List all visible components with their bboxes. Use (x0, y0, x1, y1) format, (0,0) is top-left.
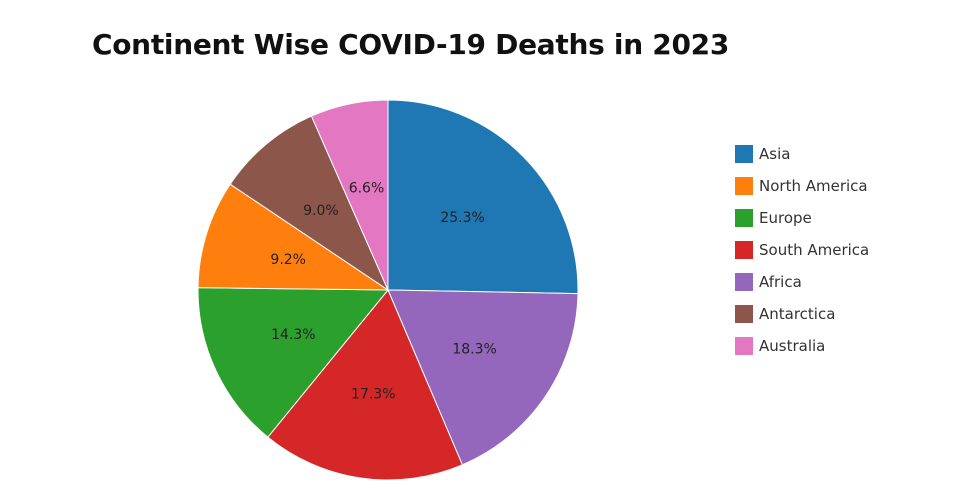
legend-swatch (735, 209, 753, 227)
pie-slice-africa[interactable] (387, 289, 579, 466)
pie-slice-labels: 25.3% 18.3% 17.3% 14.3% 9.2% 9.0% 6.6% (270, 181, 496, 403)
legend-item-asia[interactable]: Asia (735, 138, 869, 170)
legend-swatch (735, 337, 753, 355)
pie-slice-north-america[interactable] (197, 183, 390, 291)
slice-label-europe: 14.3% (271, 327, 315, 343)
legend-label: Asia (759, 145, 791, 163)
legend-item-africa[interactable]: Africa (735, 266, 869, 298)
legend-item-europe[interactable]: Europe (735, 202, 869, 234)
legend-item-australia[interactable]: Australia (735, 330, 869, 362)
chart-title: Continent Wise COVID-19 Deaths in 2023 (92, 28, 730, 61)
slice-label-antarctica: 9.0% (303, 203, 339, 219)
legend-label: Australia (759, 337, 826, 355)
slice-label-north-america: 9.2% (270, 252, 306, 268)
pie-slice-europe[interactable] (197, 287, 390, 438)
slice-label-australia: 6.6% (349, 181, 385, 197)
slice-label-asia: 25.3% (440, 210, 484, 226)
legend-item-antarctica[interactable]: Antarctica (735, 298, 869, 330)
slice-label-africa: 18.3% (452, 341, 496, 357)
legend-swatch (735, 273, 753, 291)
legend-label: Europe (759, 209, 812, 227)
legend-item-north-america[interactable]: North America (735, 170, 869, 202)
slice-label-south-america: 17.3% (351, 386, 395, 402)
pie-slice-asia[interactable] (387, 99, 579, 295)
legend: Asia North America Europe South America Afri… (735, 138, 869, 362)
legend-label: North America (759, 177, 868, 195)
pie-slice-antarctica[interactable] (229, 115, 390, 292)
legend-swatch (735, 177, 753, 195)
legend-label: Antarctica (759, 305, 836, 323)
legend-swatch (735, 241, 753, 259)
legend-swatch (735, 305, 753, 323)
pie-slice-australia[interactable] (310, 99, 389, 291)
pie-slice-south-america[interactable] (267, 289, 464, 481)
pie-slices (197, 99, 579, 481)
legend-label: South America (759, 241, 870, 259)
legend-item-south-america[interactable]: South America (735, 234, 869, 266)
legend-swatch (735, 145, 753, 163)
legend-label: Africa (759, 273, 802, 291)
